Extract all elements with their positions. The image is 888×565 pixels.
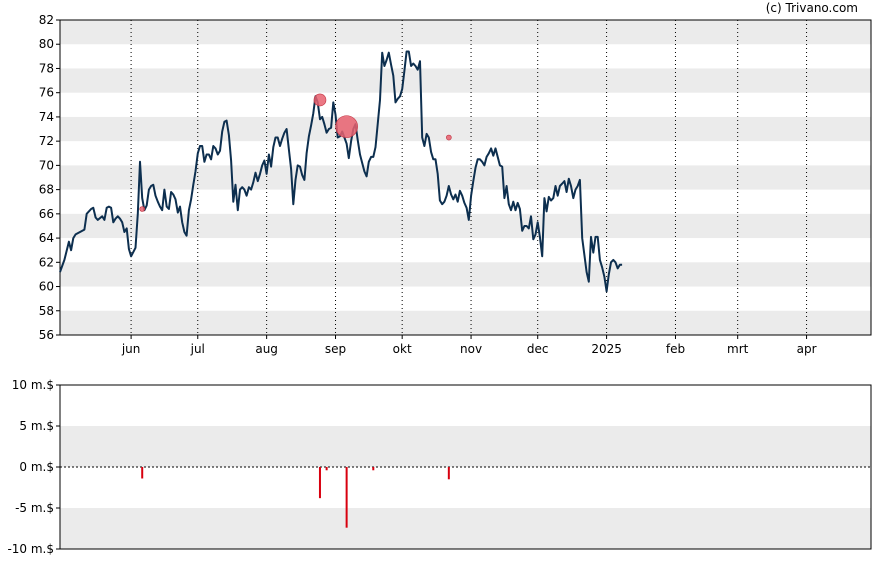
trade-marker [335,115,358,138]
price-y-tick-label: 62 [39,255,54,269]
month-label: mrt [727,342,749,356]
volume-bar [345,467,348,528]
price-band [60,213,871,239]
price-y-tick-label: 74 [39,110,54,124]
month-label: aug [255,342,278,356]
price-y-tick-label: 56 [39,328,54,342]
price-band [60,20,871,45]
price-y-tick-label: 66 [39,207,54,221]
month-label: sep [325,342,346,356]
volume-band [60,508,871,549]
volume-grid-bands [60,426,871,549]
source-credit: (c) Trivano.com [765,1,858,15]
volume-panel: 10 m.$ 5 m.$ 0 m.$ -5 m.$ -10 m.$ [7,378,872,556]
volume-bar [325,467,328,471]
volume-band [60,426,871,467]
month-label: apr [797,342,817,356]
trade-markers [139,93,452,212]
trade-marker [313,93,327,107]
price-y-tick-label: 64 [39,231,54,245]
volume-y-tick-label: 10 m.$ [12,378,54,392]
month-label: jul [190,342,205,356]
month-label: nov [460,342,482,356]
month-axis: jun jul aug sep okt nov dec 2025 feb mrt apr [121,335,817,356]
volume-y-axis: 10 m.$ 5 m.$ 0 m.$ -5 m.$ -10 m.$ [7,378,60,556]
volume-bar [372,467,375,471]
price-band [60,310,871,335]
volume-y-tick-label: -5 m.$ [15,501,54,515]
trade-marker [139,206,146,212]
price-band [60,262,871,287]
month-label: 2025 [591,342,622,356]
price-y-tick-label: 60 [39,280,54,294]
price-y-tick-label: 72 [39,134,54,148]
volume-y-tick-label: 0 m.$ [19,460,54,474]
price-panel: 56 58 60 62 64 66 68 70 72 74 76 78 80 82 jun jul aug se… [39,13,872,356]
month-label: jun [121,342,141,356]
price-month-gridlines [130,20,808,335]
price-band [60,116,871,142]
price-grid-bands [60,20,871,335]
price-y-tick-label: 78 [39,61,54,75]
price-y-tick-label: 68 [39,183,54,197]
price-series-line [59,50,623,293]
price-band [60,165,871,190]
month-label: okt [393,342,412,356]
price-y-tick-label: 76 [39,86,54,100]
price-y-axis: 56 58 60 62 64 66 68 70 72 74 76 78 80 82 [39,13,60,342]
price-y-tick-label: 80 [39,37,54,51]
volume-bar [318,467,321,499]
trade-marker [446,134,452,141]
volume-bar [447,467,450,480]
price-y-tick-label: 58 [39,304,54,318]
price-y-tick-label: 82 [39,13,54,27]
price-panel-frame [59,19,872,336]
month-label: feb [666,342,685,356]
volume-y-tick-label: -10 m.$ [7,542,54,556]
month-label: dec [527,342,549,356]
price-band [60,68,871,93]
price-y-tick-label: 70 [39,158,54,172]
volume-bar [141,467,144,479]
volume-bars [141,467,450,528]
volume-y-tick-label: 5 m.$ [19,419,54,433]
